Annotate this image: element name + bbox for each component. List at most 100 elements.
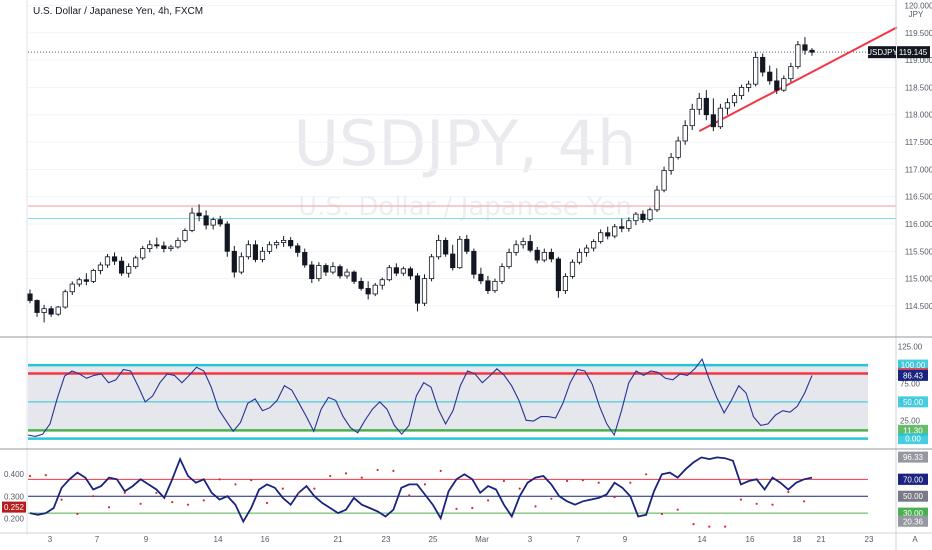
- oscillator-2-dot: [408, 494, 411, 497]
- time-tick-label: 18: [793, 535, 802, 544]
- price-tick-label: 115.000: [905, 275, 932, 284]
- candle-body: [55, 306, 61, 315]
- oscillator-2-line: [29, 456, 813, 524]
- candle-body: [189, 212, 195, 231]
- candle-body: [365, 288, 371, 295]
- candle-body: [182, 230, 188, 241]
- candle-body: [471, 250, 477, 275]
- oscillator-1-level-tag: 11.30: [903, 426, 923, 435]
- candle-body: [583, 247, 590, 253]
- candle-body: [760, 56, 766, 73]
- candle-body: [372, 284, 378, 295]
- candle-body: [245, 244, 251, 258]
- candle-body: [626, 220, 632, 229]
- oscillator-1-tick-label: 125.00: [898, 343, 923, 352]
- oscillator-2-level-tag: 20.36: [903, 517, 924, 526]
- candle-body: [203, 215, 209, 226]
- oscillator-2-dot: [360, 476, 363, 479]
- oscillator-2-dot: [171, 501, 174, 504]
- price-tick-label: 116.000: [905, 220, 932, 229]
- candle-body: [562, 276, 569, 292]
- oscillator-2-dot: [502, 479, 505, 483]
- oscillator-1-current-tag: 86.43: [903, 371, 924, 380]
- oscillator-2-dot: [597, 481, 600, 484]
- oscillator-1-level-tag: 0.00: [905, 435, 921, 444]
- oscillator-2-dot: [708, 525, 711, 528]
- candle-body: [485, 280, 491, 292]
- grid-lines: [28, 4, 896, 307]
- price-tick-label: 119.000: [905, 56, 932, 65]
- oscillator-1-current-tag-bg: [898, 369, 928, 381]
- candle-body: [781, 78, 787, 91]
- oscillator-2-dot: [313, 487, 316, 490]
- time-tick-label: 14: [214, 535, 223, 544]
- candle-body: [83, 279, 89, 282]
- oscillator-2-dot: [676, 508, 679, 511]
- oscillator-2-dot: [455, 507, 458, 510]
- candle-body: [753, 56, 759, 85]
- candle-body: [400, 268, 406, 274]
- oscillator-2-dot: [155, 491, 158, 494]
- candle-body: [492, 280, 498, 292]
- oscillator-1-tick-label: 75.00: [900, 379, 921, 388]
- time-axis-ticks: 3 7 9 14 16 21 23 25 Mar 3 7 9 14 16 18 21 23 A: [48, 535, 919, 544]
- oscillator-2-dot: [787, 490, 790, 494]
- oscillator-2-dot: [392, 469, 395, 472]
- time-tick-label: 7: [576, 535, 581, 544]
- oscillator-2-dot: [107, 506, 111, 509]
- candle-body: [196, 212, 202, 217]
- oscillator-2-level-tag-bg: [898, 515, 928, 527]
- candle-body: [802, 44, 808, 51]
- candle-body: [731, 95, 738, 104]
- candle-body: [407, 268, 414, 277]
- oscillator-2-dot: [755, 502, 758, 505]
- oscillator-2-dot: [76, 512, 79, 516]
- oscillator-1-series: [27, 358, 868, 440]
- candle-body: [675, 140, 681, 158]
- oscillator-2-dot: [487, 499, 490, 502]
- oscillator-2-dot: [629, 481, 632, 484]
- time-tick-label: 25: [429, 535, 438, 544]
- candle-body: [302, 252, 308, 266]
- chart-title: U.S. Dollar / Japanese Yen, 4h, FXCM: [33, 6, 203, 17]
- time-tick-label: Mar: [475, 535, 489, 544]
- candle-body: [513, 244, 519, 253]
- price-tick-label: 117.000: [905, 165, 932, 174]
- candle-body: [34, 300, 40, 313]
- candle-body: [541, 252, 547, 261]
- symbol-tag: USDJPY: [866, 48, 898, 57]
- candle-body: [640, 213, 646, 221]
- oscillator-2-dot: [566, 479, 569, 483]
- candle-body: [48, 308, 54, 315]
- candle-body: [555, 258, 561, 292]
- time-tick-label: 9: [144, 535, 149, 544]
- oscillator-2-dot: [660, 512, 664, 516]
- candle-body: [696, 97, 702, 110]
- price-tag-bg: [897, 46, 930, 59]
- candle-body: [633, 213, 639, 222]
- candle-body: [745, 83, 752, 88]
- candle-body: [259, 250, 266, 260]
- oscillator-1-level-tag: 50.00: [903, 398, 924, 407]
- candle-body: [252, 244, 259, 260]
- oscillator-2-left-tag-bg: [2, 501, 26, 513]
- price-axis-ticks: 114.500 115.000 115.500 116.000 116.500 117.0…: [4, 1, 932, 523]
- oscillator-2-dot: [281, 487, 284, 490]
- candle-body: [682, 125, 688, 142]
- candle-body: [154, 244, 160, 247]
- oscillator-2-dot: [771, 503, 774, 506]
- candle-body: [724, 102, 731, 109]
- candle-body: [809, 49, 815, 53]
- candle-body: [710, 114, 716, 128]
- oscillator-1-level-tag-bg: [898, 433, 928, 445]
- oscillator-2-dot: [139, 502, 142, 505]
- oscillator-2-dot: [329, 474, 332, 478]
- oscillator-1-level-tag-bg: [898, 359, 928, 371]
- candle-body: [330, 266, 336, 273]
- oscillator-2-dot: [92, 495, 95, 498]
- candle-body: [358, 280, 364, 289]
- candle-body: [788, 66, 794, 80]
- oscillator-2-dot: [344, 472, 348, 475]
- time-tick-label: 21: [817, 535, 826, 544]
